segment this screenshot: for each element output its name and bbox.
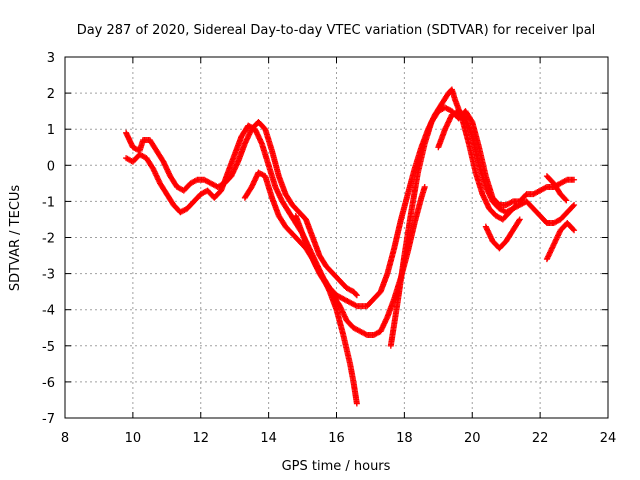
series-track-g: [482, 216, 523, 252]
data-point: [353, 400, 360, 407]
series-track-e: [387, 104, 578, 349]
y-tick-label: -6: [42, 376, 55, 391]
x-tick-label: 14: [260, 431, 277, 446]
data-point: [353, 292, 360, 299]
y-tick-label: -5: [42, 340, 55, 355]
data-point: [571, 227, 578, 234]
series-track-a: [123, 118, 360, 299]
data-point: [562, 196, 569, 203]
data-point: [570, 203, 577, 210]
y-tick-label: 0: [47, 159, 55, 174]
y-axis-label: SDTVAR / TECUs: [8, 185, 23, 292]
data-point: [571, 176, 578, 183]
data-point: [570, 226, 577, 233]
data-point: [421, 183, 428, 190]
data-point: [516, 217, 523, 224]
y-tick-label: -1: [42, 195, 55, 210]
x-tick-label: 18: [396, 431, 413, 446]
chart-title: Day 287 of 2020, Sidereal Day-to-day VTE…: [77, 23, 596, 38]
y-tick-label: 2: [47, 87, 55, 102]
y-tick-label: -2: [42, 232, 55, 247]
y-tick-label: -4: [42, 304, 55, 319]
y-tick-label: 1: [47, 123, 55, 138]
x-tick-label: 20: [464, 431, 481, 446]
series-track-d: [292, 212, 360, 407]
data-layer: [123, 86, 578, 407]
x-tick-label: 22: [532, 431, 549, 446]
x-tick-label: 16: [328, 431, 345, 446]
y-tick-label: -3: [42, 268, 55, 283]
x-tick-label: 12: [192, 431, 209, 446]
x-axis-label: GPS time / hours: [282, 459, 391, 474]
series-track-f: [435, 108, 578, 227]
x-tick-label: 24: [600, 431, 617, 446]
y-tick-label: -7: [42, 412, 55, 427]
data-point: [353, 291, 360, 298]
series-track-h: [543, 173, 578, 263]
data-point: [571, 202, 578, 209]
y-tick-label: 3: [47, 51, 55, 66]
x-tick-label: 10: [125, 431, 142, 446]
grid: [65, 57, 608, 418]
x-tick-label: 8: [61, 431, 69, 446]
data-point: [563, 197, 570, 204]
data-point: [516, 216, 523, 223]
